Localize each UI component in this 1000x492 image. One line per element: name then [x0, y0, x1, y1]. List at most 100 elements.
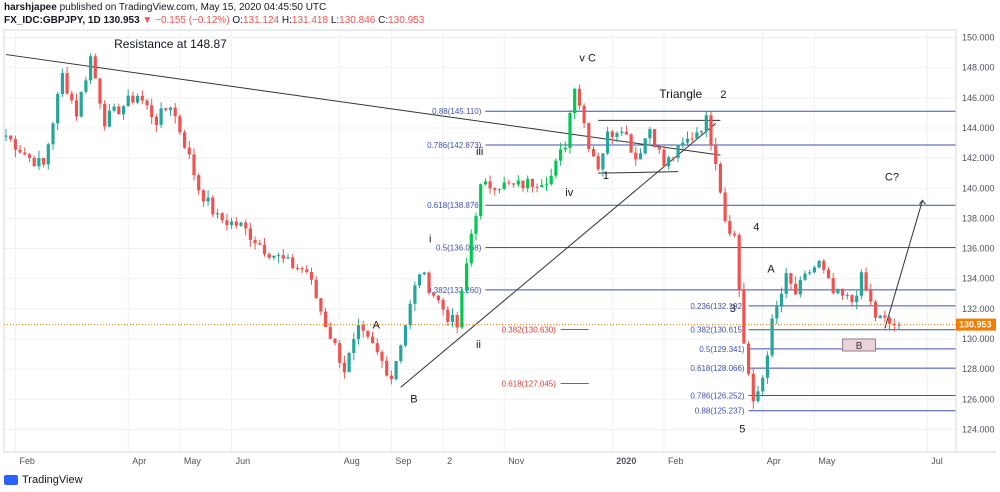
fib-level-label: 0.382(133.260) [427, 286, 482, 295]
x-tick-label: 2 [447, 456, 452, 466]
fib-level-label: 0.88(145.110) [432, 107, 482, 116]
high-value: 131.418 [291, 15, 329, 26]
candle-body [742, 290, 746, 344]
candle-body [573, 88, 577, 113]
candle-body [262, 244, 267, 255]
candle-body [690, 138, 694, 140]
candle-body [479, 184, 483, 216]
candle-body [418, 274, 422, 286]
fib-level-label: 0.88(125.237) [695, 407, 745, 416]
symbol-line: FX_IDC:GBPJPY, 1D 130.953 ▼ −0.155 (−0.1… [4, 15, 424, 26]
candle-body [610, 131, 614, 137]
publisher-name: harshjapee [4, 2, 57, 13]
candle-body [103, 103, 107, 127]
candle-body [653, 129, 657, 148]
candle-body [822, 260, 826, 270]
arrowhead-icon [919, 199, 926, 205]
wave-label: B [410, 393, 417, 405]
x-tick-label: Sep [395, 456, 411, 466]
candle-body [272, 255, 276, 258]
candle-body [526, 178, 530, 189]
candle-body [277, 255, 281, 257]
candle-body [606, 131, 610, 154]
candle-body [178, 116, 182, 133]
candle-body [497, 189, 502, 191]
candle-body [808, 272, 812, 274]
candle-body [751, 373, 755, 402]
candle-body [37, 157, 41, 167]
footer-brand[interactable]: TradingView [4, 474, 83, 486]
wave-label: iii [476, 146, 483, 158]
wave-label: A [767, 264, 775, 276]
candle-body [4, 135, 8, 137]
candle-body [389, 375, 393, 380]
tradingview-logo-icon [4, 475, 18, 485]
candle-body [159, 108, 163, 125]
candle-body [309, 271, 314, 280]
candle-body [634, 152, 638, 160]
candle-body [662, 149, 666, 167]
candle-body [441, 300, 445, 310]
candle-body [239, 222, 243, 226]
candle-body [507, 182, 511, 184]
candle-body [136, 95, 140, 103]
candle-body [126, 95, 130, 107]
candle-body [779, 293, 784, 307]
brand-label: TradingView [22, 474, 83, 486]
y-tick-label: 136.000 [962, 244, 995, 254]
candle-body [878, 315, 882, 318]
candle-body [587, 123, 591, 149]
candle-body [18, 149, 22, 153]
candle-body [112, 106, 116, 111]
wave-label: 1 [603, 170, 609, 182]
fib-level-label: 0.5(129.341) [699, 345, 745, 354]
candle-body [432, 292, 436, 296]
candle-body [483, 181, 487, 185]
candle-body [244, 222, 248, 229]
candle-body [32, 158, 36, 167]
x-tick-label: Apr [767, 456, 781, 466]
wave-label: ii [476, 339, 481, 351]
candle-body [399, 345, 403, 361]
candle-body [450, 314, 455, 322]
candle-body [258, 243, 262, 245]
fib-level-label: 0.786(142.873) [427, 141, 482, 150]
fib-level-label: 0.618(128.066) [690, 364, 745, 373]
candle-body [319, 298, 323, 312]
candle-body [714, 144, 718, 164]
close-value: 130.953 [388, 15, 425, 26]
candle-body [206, 197, 210, 202]
candle-body [225, 220, 229, 225]
candle-body [671, 157, 675, 159]
candle-body [709, 115, 713, 145]
candle-body [737, 235, 741, 291]
x-tick-label: Apr [132, 456, 146, 466]
candle-body [873, 301, 878, 318]
x-tick-label: Feb [668, 456, 684, 466]
candle-body [403, 325, 408, 346]
candle-body [530, 178, 534, 187]
candle-body [667, 157, 671, 167]
x-tick-label: May [818, 456, 836, 466]
wave-label: v C [579, 53, 596, 65]
candle-body [375, 343, 379, 353]
y-tick-label: 132.000 [962, 304, 995, 314]
candle-body [211, 197, 215, 215]
y-tick-label: 134.000 [962, 274, 995, 284]
y-tick-label: 146.000 [962, 93, 995, 103]
candle-body [295, 267, 299, 269]
candle-body [620, 131, 624, 134]
candle-body [56, 94, 60, 124]
candle-body [248, 228, 252, 240]
wave-label: 3 [730, 303, 736, 315]
wave-label: Resistance at 148.87 [114, 37, 227, 51]
candle-body [535, 186, 539, 188]
candle-body [681, 142, 685, 145]
y-tick-label: 140.000 [962, 183, 995, 193]
candle-body [408, 303, 412, 326]
wave-label: C? [885, 172, 899, 184]
candle-body [864, 272, 868, 291]
candle-body [836, 288, 840, 294]
candle-body [770, 318, 774, 356]
